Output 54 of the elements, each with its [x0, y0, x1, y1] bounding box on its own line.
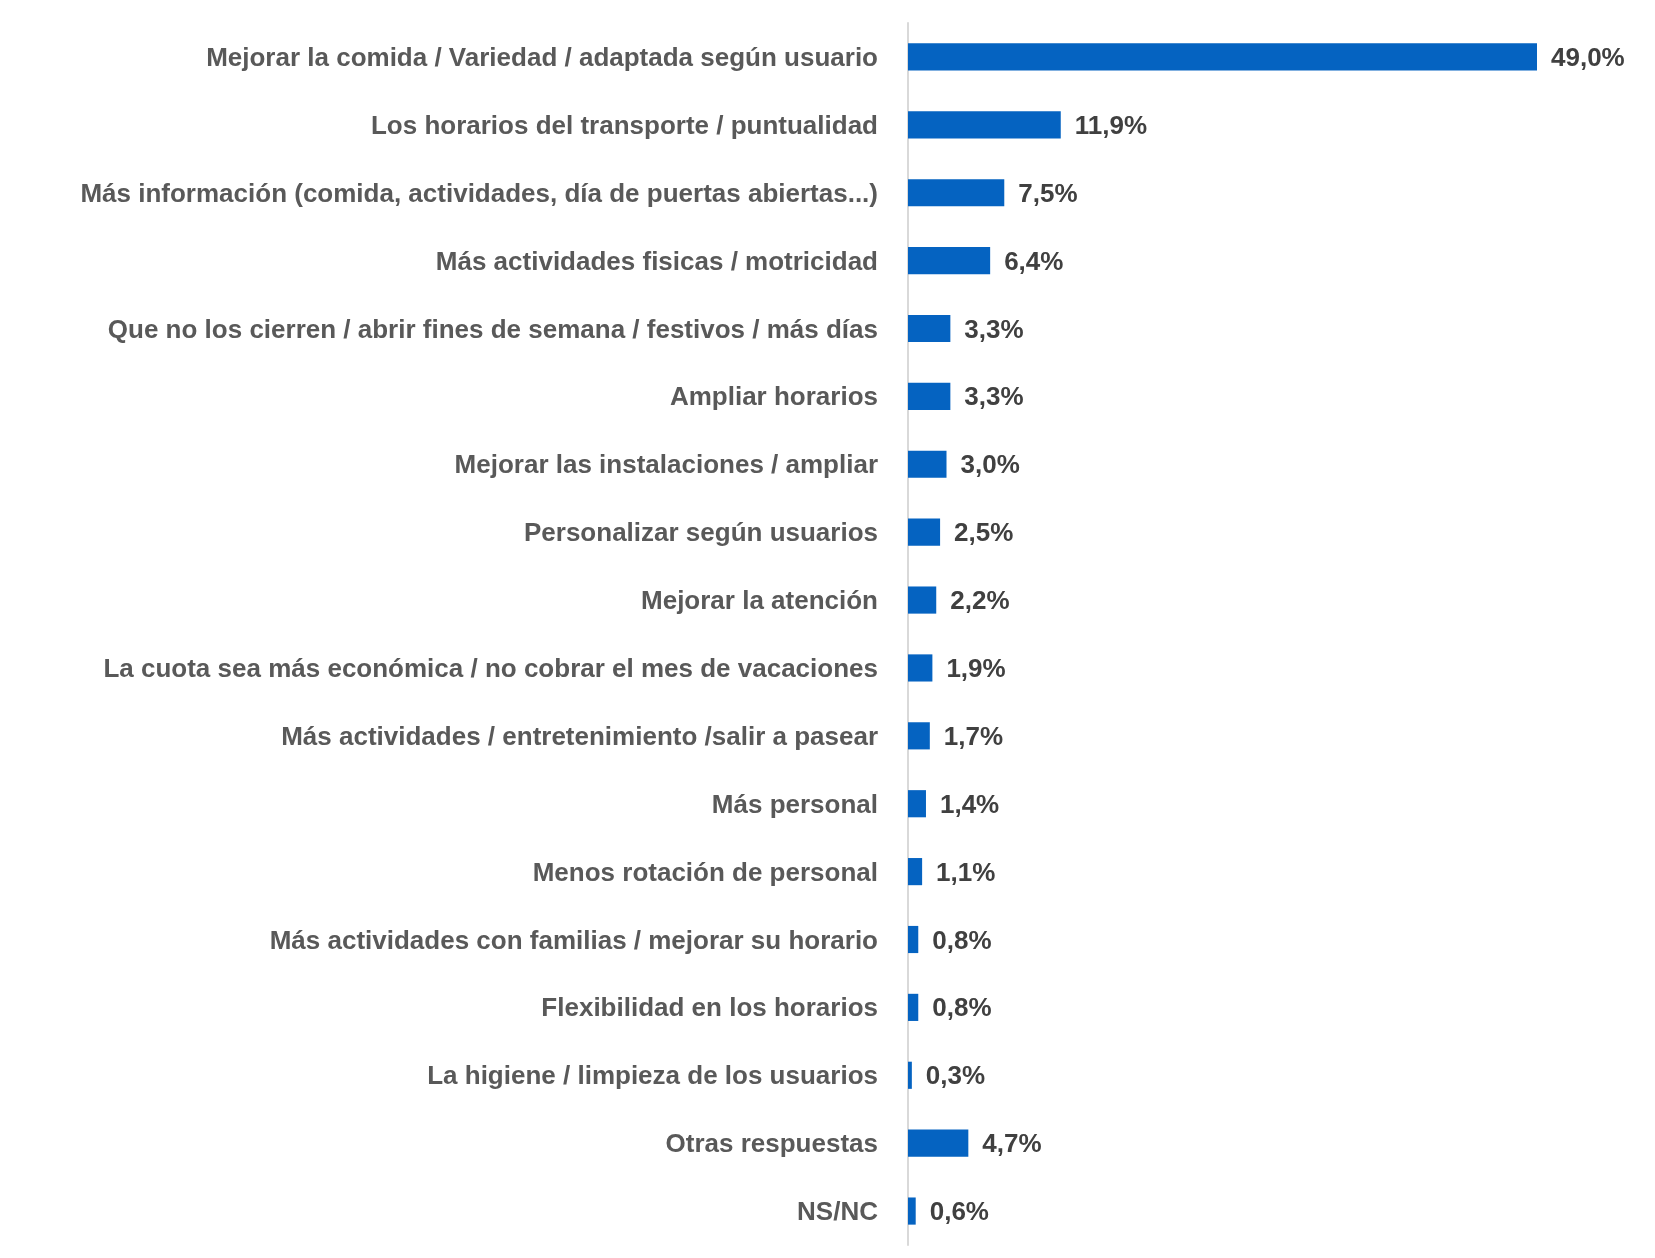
- data-label: 1,9%: [946, 652, 1006, 683]
- data-label: 2,2%: [950, 585, 1010, 616]
- y-tick-label: Mejorar la comida / Variedad / adaptada según usuario: [206, 41, 878, 72]
- y-tick-label: Más información (comida, actividades, día de puertas abiertas...): [80, 177, 878, 208]
- bar: [908, 586, 937, 614]
- bar: [908, 1129, 969, 1157]
- data-label: 0,6%: [929, 1196, 989, 1227]
- y-tick-label: Personalizar según usuarios: [523, 517, 878, 548]
- data-label: 0,3%: [925, 1060, 986, 1091]
- y-tick-label: Mejorar las instalaciones / ampliar: [454, 449, 878, 480]
- bar: [908, 654, 933, 682]
- data-label: 3,3%: [964, 381, 1024, 412]
- bar: [908, 790, 926, 818]
- bar: [908, 925, 919, 954]
- data-label: 0,8%: [932, 992, 992, 1023]
- data-label: 2,5%: [954, 517, 1014, 548]
- bar: [908, 1061, 912, 1089]
- y-tick-label: Que no los cierren / abrir fines de semana / festivos / más días: [107, 313, 878, 344]
- data-label: 4,7%: [982, 1128, 1042, 1159]
- bar: [908, 518, 941, 546]
- data-label: 0,8%: [932, 924, 992, 955]
- y-tick-label: Más personal: [711, 788, 878, 819]
- data-label: 49,0%: [1551, 41, 1625, 72]
- y-tick-label: La cuota sea más económica / no cobrar el mes de vacaciones: [103, 652, 878, 683]
- data-label: 6,4%: [1004, 245, 1064, 276]
- data-label: 1,4%: [939, 788, 1000, 819]
- bar: [908, 858, 923, 886]
- y-tick-label: Más actividades / entretenimiento /salir a pasear: [281, 720, 878, 751]
- y-tick-label: Los horarios del transporte / puntualidad: [370, 109, 878, 140]
- y-tick-label: Flexibilidad en los horarios: [541, 992, 878, 1023]
- bar: [908, 179, 1005, 207]
- bar: [908, 993, 919, 1021]
- bar: [908, 43, 1537, 71]
- bar: [908, 314, 951, 343]
- bar: [908, 111, 1061, 139]
- data-label: 11,9%: [1074, 109, 1148, 140]
- y-tick-label: Mejorar la atención: [641, 585, 878, 616]
- y-tick-label: Más actividades con familias / mejorar su horario: [269, 924, 878, 955]
- data-label: 1,7%: [943, 720, 1004, 751]
- data-label: 7,5%: [1018, 177, 1078, 208]
- y-tick-label: Otras respuestas: [665, 1128, 878, 1159]
- bar: [908, 382, 951, 410]
- y-tick-label: NS/NC: [797, 1196, 879, 1227]
- data-label: 3,3%: [964, 313, 1024, 344]
- y-tick-label: Más actividades fisicas / motricidad: [435, 245, 878, 276]
- data-label: 3,0%: [960, 449, 1020, 480]
- bar: [908, 722, 930, 750]
- y-tick-label: Ampliar horarios: [669, 381, 878, 412]
- bar: [908, 247, 991, 275]
- bar: [908, 1197, 916, 1225]
- y-tick-label: Menos rotación de personal: [532, 856, 878, 887]
- y-tick-label: La higiene / limpieza de los usuarios: [427, 1060, 878, 1091]
- bar: [908, 450, 947, 478]
- data-label: 1,1%: [936, 856, 996, 887]
